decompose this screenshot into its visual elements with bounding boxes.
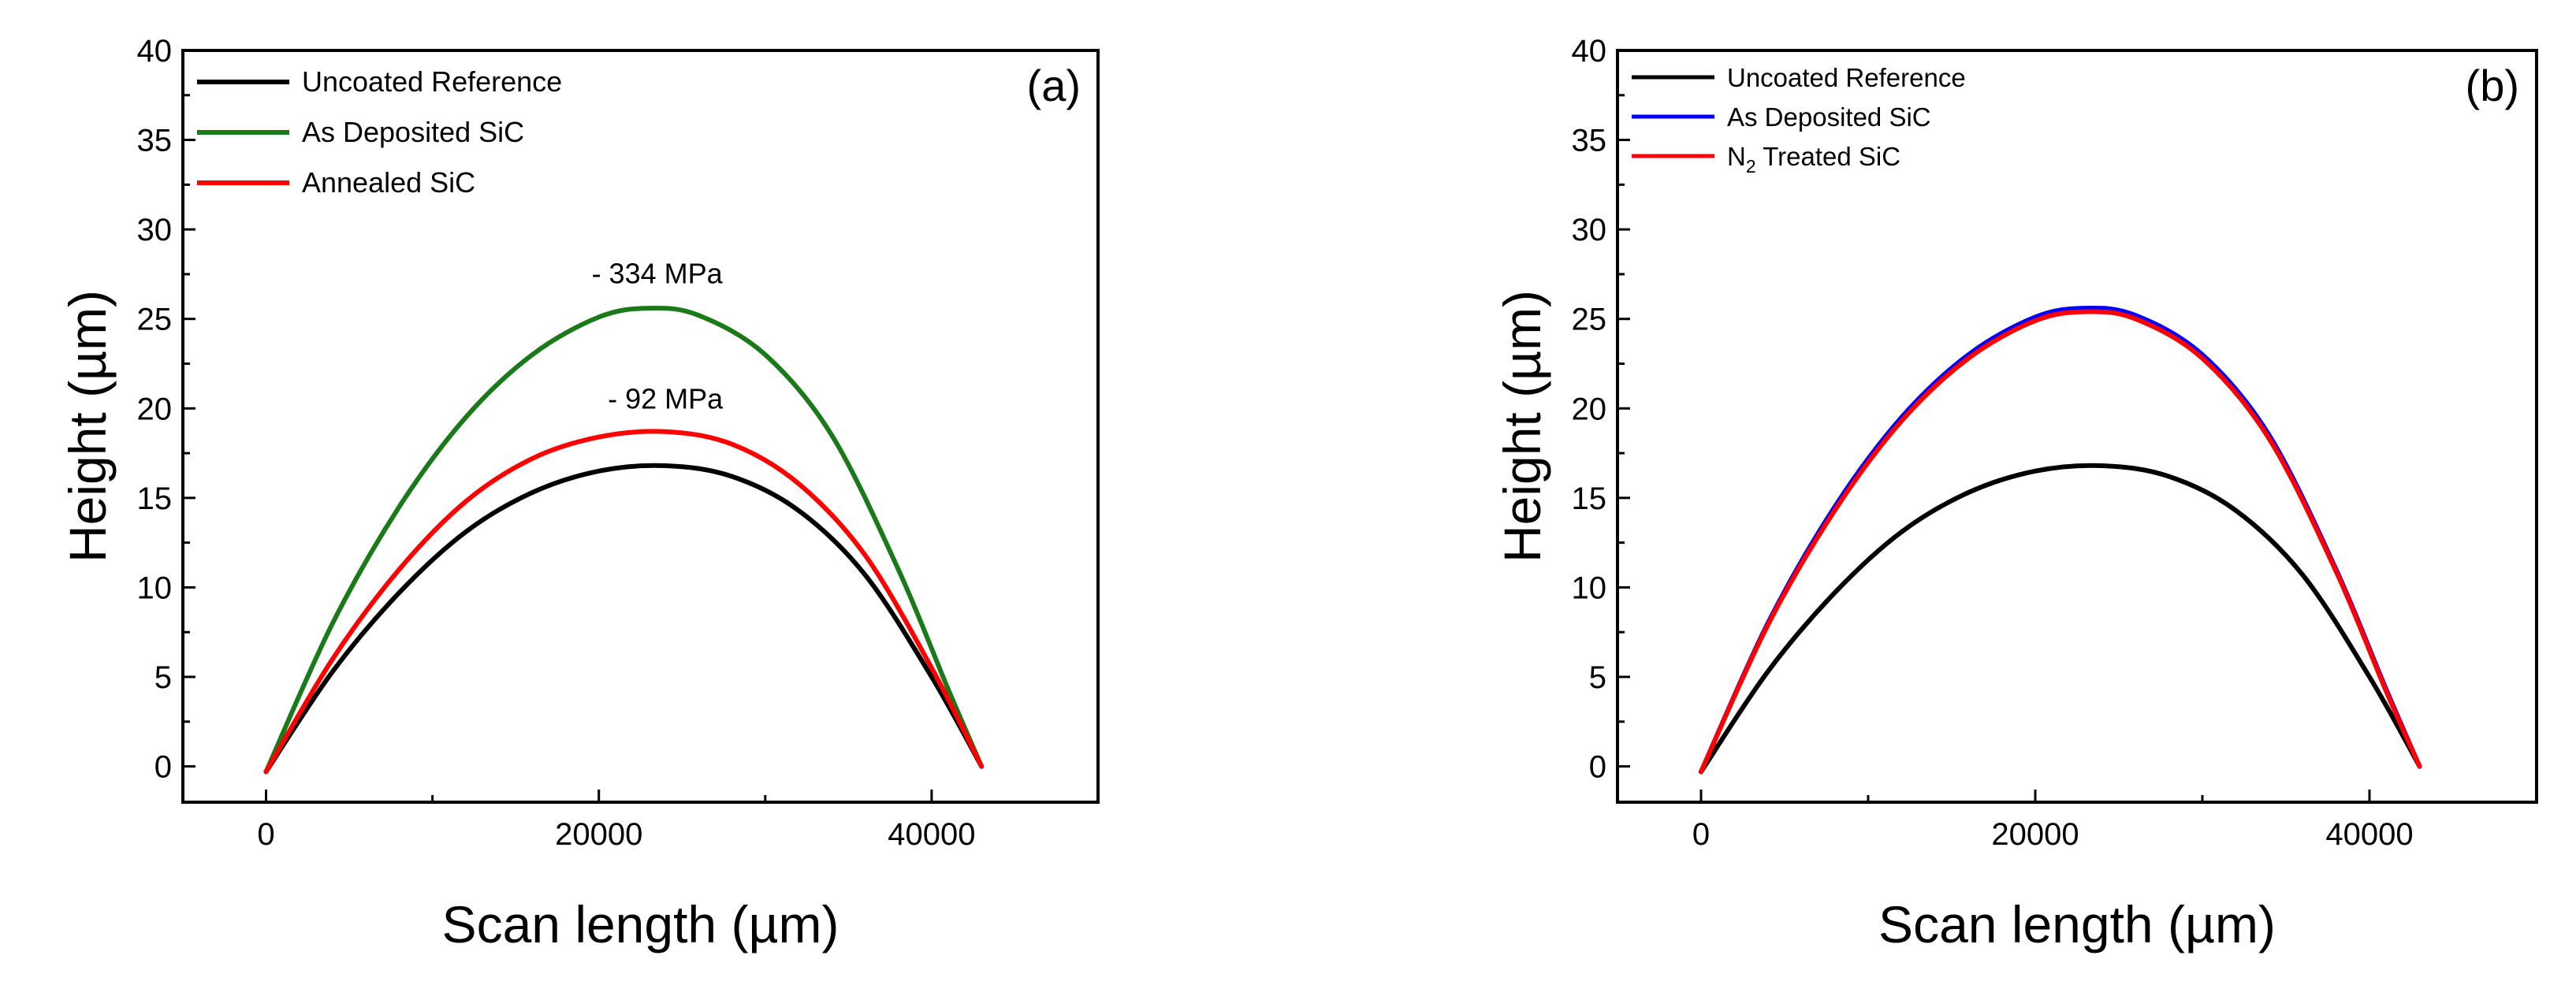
legend-entry: Annealed SiC	[302, 166, 475, 199]
panel-label: (a)	[1027, 61, 1081, 110]
x-tick-label: 20000	[1991, 817, 2079, 852]
y-tick-label: 25	[1572, 303, 1607, 337]
y-tick-label: 20	[137, 392, 173, 426]
stress-annotation: - 334 MPa	[592, 257, 724, 289]
y-tick-label: 35	[1572, 124, 1607, 158]
y-tick-label: 20	[1572, 392, 1607, 426]
legend-entry: As Deposited SiC	[302, 116, 524, 148]
y-tick-label: 15	[137, 481, 173, 516]
y-axis-title: Height (µm)	[1493, 290, 1551, 563]
legend-entry: As Deposited SiC	[1727, 102, 1931, 132]
y-tick-label: 0	[1589, 750, 1606, 785]
x-axis-title: Scan length (µm)	[1878, 895, 2276, 953]
y-tick-label: 40	[1572, 34, 1607, 69]
chart-panel-a: 0 20000 40000 0 5 10 15 20 25 30 35 40 Scan length (…	[58, 34, 1100, 953]
y-axis-title: Height (µm)	[58, 290, 117, 563]
series-line-uncoated-reference	[1699, 463, 2422, 775]
x-tick-label: 40000	[888, 817, 975, 852]
y-tick-label: 5	[1589, 660, 1606, 695]
y-tick-label: 10	[1572, 571, 1607, 605]
x-tick-label: 40000	[2325, 817, 2413, 852]
series-line-annealed-sic	[263, 429, 985, 775]
legend-entry: Uncoated Reference	[302, 65, 562, 98]
plot-frame	[181, 49, 1100, 804]
series-line-as-deposited-sic	[263, 305, 985, 775]
y-tick-label: 35	[137, 124, 173, 158]
y-tick-label: 30	[137, 213, 173, 247]
y-tick-label: 10	[137, 571, 173, 605]
y-tick-label: 5	[154, 660, 172, 695]
x-tick-label: 20000	[555, 817, 642, 852]
legend-text-rest: Treated SiC	[1756, 142, 1900, 171]
legend-text-main: N	[1727, 142, 1746, 171]
chart-panel-b: 0 20000 40000 0 5 10 15 20 25 30 35 40 Scan length (…	[1493, 34, 2538, 953]
series-line-uncoated-reference	[263, 463, 985, 775]
x-axis-title: Scan length (µm)	[442, 895, 839, 953]
stress-annotation: - 92 MPa	[608, 382, 724, 414]
legend-entry: Uncoated Reference	[1727, 63, 1966, 92]
plot-frame	[1616, 49, 2538, 804]
y-tick-label: 0	[154, 750, 172, 785]
x-tick-label: 0	[257, 817, 274, 852]
x-tick-label: 0	[1692, 817, 1710, 852]
y-tick-label: 40	[137, 34, 173, 69]
y-tick-label: 25	[137, 303, 173, 337]
panel-label: (b)	[2466, 61, 2519, 110]
series-line-n2-treated-sic	[1699, 309, 2422, 775]
y-tick-label: 30	[1572, 213, 1607, 247]
legend-text-subscript: 2	[1746, 156, 1756, 177]
legend-entry: N2 Treated SiC	[1727, 142, 1900, 177]
y-tick-label: 15	[1572, 481, 1607, 516]
